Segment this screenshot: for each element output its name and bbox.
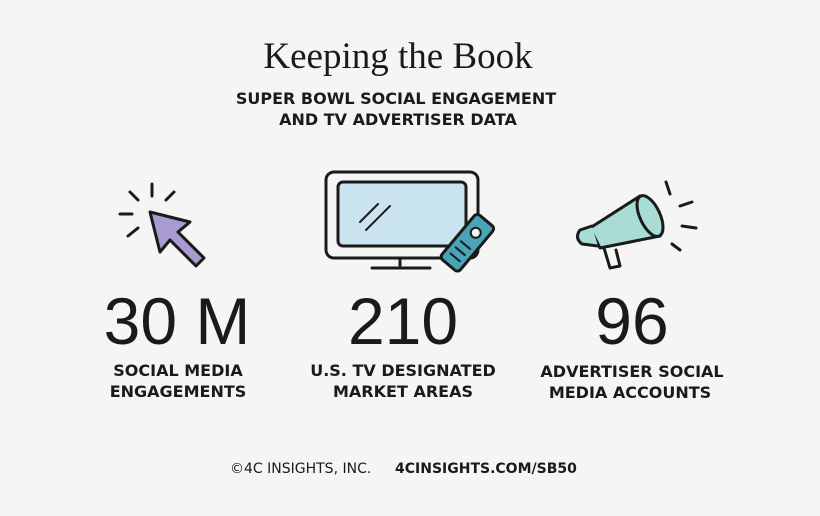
stat-label: ADVERTISER SOCIAL xyxy=(540,362,723,381)
megaphone-icon xyxy=(575,180,698,270)
tv-icon xyxy=(324,170,496,273)
stat-label: ENGAGEMENTS xyxy=(110,382,247,401)
url: 4CINSIGHTS.COM/SB50 xyxy=(395,461,577,477)
stat-value: 96 xyxy=(595,284,668,358)
copyright: ©4C INSIGHTS, INC. xyxy=(230,461,371,477)
stat-value: 210 xyxy=(348,284,458,358)
title: Keeping the Book xyxy=(263,36,533,77)
cursor-icon xyxy=(118,182,206,268)
stat-label: SOCIAL MEDIA xyxy=(113,361,243,380)
stat-value: 30 M xyxy=(104,284,251,358)
stat-label: MARKET AREAS xyxy=(333,382,473,401)
subtitle: AND TV ADVERTISER DATA xyxy=(279,110,517,129)
subtitle: SUPER BOWL SOCIAL ENGAGEMENT xyxy=(236,89,556,108)
stat-label: U.S. TV DESIGNATED xyxy=(310,361,496,380)
stat-label: MEDIA ACCOUNTS xyxy=(549,383,711,402)
